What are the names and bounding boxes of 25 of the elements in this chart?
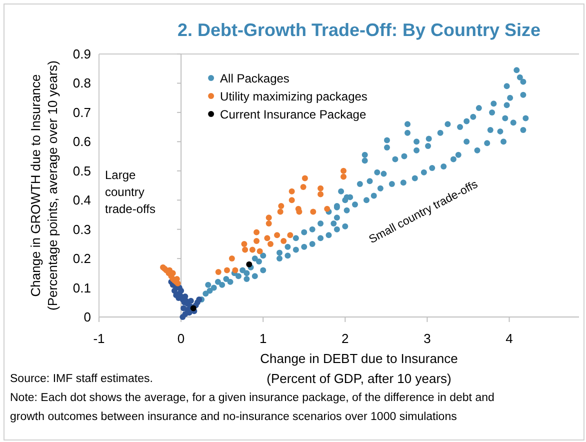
y-tick-label: 0.3 <box>72 222 91 237</box>
x-tick-label: 1 <box>259 331 267 346</box>
x-axis-title: Change in DEBT due to Insurance (Percent of GDP, after 10 years) <box>260 351 458 386</box>
y-tick-label: 0.9 <box>72 46 91 62</box>
text: Note: Each dot shows the average, for a given insurance package, of the difference in debt and growth outcomes between insurance and no-insurance scenarios over 1000 simulations <box>10 392 494 423</box>
y-tick-label: 0.4 <box>72 192 91 208</box>
y-tick-label: 0.8 <box>72 76 91 91</box>
x-tick-label: 0 <box>177 331 185 346</box>
y-tick-label: 0 <box>84 310 91 324</box>
x-tick-label: 4 <box>506 331 513 346</box>
chart-title: 2. Debt-Growth Trade-Off: By Country Size <box>177 20 541 40</box>
legend-label: Utility maximizing packages <box>220 90 368 104</box>
source-note: Source: IMF staff estimates. <box>10 373 153 385</box>
legend-label: All Packages <box>220 72 290 86</box>
y-axis-title: Change in GROWTH due to Insurance (Percentage points, average over 10 years) <box>28 60 60 311</box>
y-tick-label: 0.1 <box>72 280 91 296</box>
x-tick-label: 3 <box>424 331 431 346</box>
legend-label: Current Insurance Package <box>220 108 366 122</box>
y-tick-label: 0.5 <box>72 163 91 178</box>
y-tick-label: 0.7 <box>72 104 91 120</box>
annotation: Large country trade-offs <box>105 168 156 216</box>
y-tick-label: 0.2 <box>72 251 91 266</box>
x-tick-label: -1 <box>93 331 105 346</box>
y-tick-label: 0.6 <box>72 134 91 150</box>
x-tick-label: 2 <box>342 331 349 346</box>
